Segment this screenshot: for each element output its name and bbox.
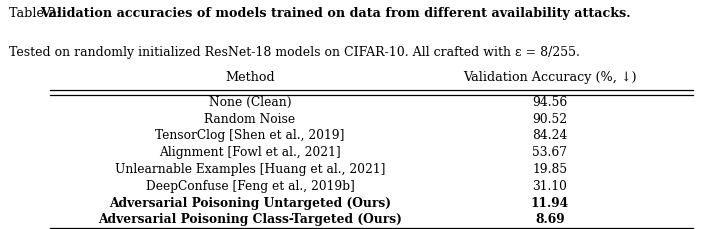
Text: Adversarial Poisoning Class-Targeted (Ours): Adversarial Poisoning Class-Targeted (Ou… [98,213,402,225]
Text: Random Noise: Random Noise [204,112,296,125]
Text: 53.67: 53.67 [532,146,568,158]
Text: Method: Method [225,71,275,84]
Text: Table 2:: Table 2: [9,7,68,20]
Text: Validation accuracies of models trained on data from different availability atta: Validation accuracies of models trained … [40,7,630,20]
Text: Tested on randomly initialized ResNet-18 models on CIFAR-10. All crafted with ε : Tested on randomly initialized ResNet-18… [9,46,580,59]
Text: 31.10: 31.10 [533,179,567,192]
Text: 94.56: 94.56 [532,95,568,108]
Text: Unlearnable Examples [Huang et al., 2021]: Unlearnable Examples [Huang et al., 2021… [115,162,385,175]
Text: 19.85: 19.85 [532,162,568,175]
Text: Validation Accuracy (%, ↓): Validation Accuracy (%, ↓) [463,71,637,84]
Text: 90.52: 90.52 [532,112,568,125]
Text: DeepConfuse [Feng et al., 2019b]: DeepConfuse [Feng et al., 2019b] [146,179,354,192]
Text: TensorClog [Shen et al., 2019]: TensorClog [Shen et al., 2019] [155,129,345,142]
Text: 11.94: 11.94 [531,196,569,209]
Text: 84.24: 84.24 [532,129,568,142]
Text: None (Clean): None (Clean) [208,95,291,108]
Text: Adversarial Poisoning Untargeted (Ours): Adversarial Poisoning Untargeted (Ours) [109,196,391,209]
Text: 8.69: 8.69 [535,213,565,225]
Text: Alignment [Fowl et al., 2021]: Alignment [Fowl et al., 2021] [159,146,341,158]
